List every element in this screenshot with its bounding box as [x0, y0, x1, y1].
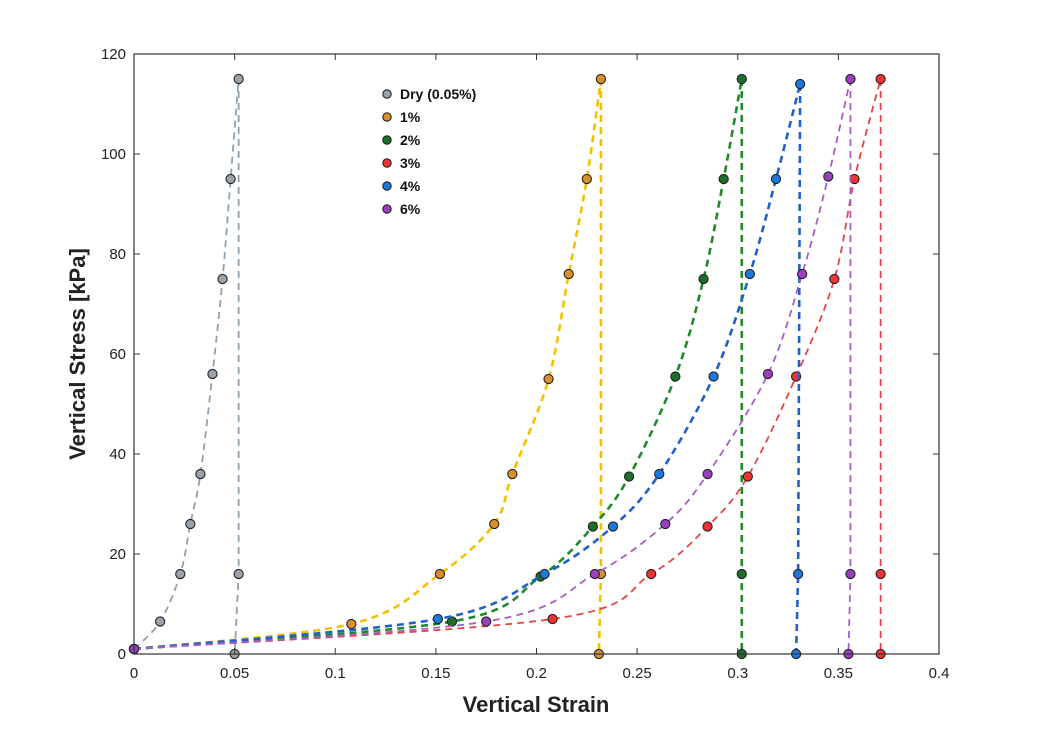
x-tick-label: 0.15 [421, 665, 450, 682]
data-point [762, 368, 774, 380]
data-point [797, 268, 808, 280]
data-point [346, 618, 357, 630]
data-point [539, 568, 550, 580]
data-point [702, 521, 713, 532]
data-point [698, 273, 709, 285]
data-point [481, 616, 492, 627]
data-point [654, 468, 665, 480]
y-tick-label: 60 [109, 346, 126, 363]
data-point [736, 568, 747, 580]
data-point [708, 371, 719, 382]
series-line-unloading [794, 83, 802, 655]
legend: Dry (0.05%) 1% 2% 3% 4% 6% [382, 86, 476, 217]
x-tick-label: 0.4 [929, 665, 950, 682]
legend-label: Dry (0.05%) [400, 86, 476, 102]
data-point [175, 568, 186, 580]
data-point [233, 73, 244, 85]
legend-marker [382, 89, 392, 99]
data-point [823, 171, 834, 182]
data-point [434, 568, 446, 580]
legend-marker [382, 112, 392, 122]
series-0 [128, 73, 244, 660]
series-layer [128, 73, 886, 660]
data-point [875, 568, 886, 580]
x-tick-label: 0.35 [824, 665, 853, 682]
x-tick-label: 0.25 [623, 665, 652, 682]
data-point [207, 368, 218, 380]
legend-marker [382, 158, 392, 168]
x-tick-label: 0.3 [727, 665, 748, 682]
data-point [736, 73, 747, 85]
x-tick-label: 0.05 [220, 665, 249, 682]
data-point [702, 468, 713, 480]
data-point [742, 471, 753, 482]
legend-marker [382, 204, 392, 214]
data-point [792, 568, 804, 580]
series-line-loading [133, 78, 852, 650]
y-tick-label: 20 [109, 546, 126, 563]
y-tick-label: 120 [101, 46, 126, 63]
data-point [744, 268, 755, 280]
series-line-loading [133, 78, 240, 650]
series-5 [128, 73, 856, 660]
data-point [155, 616, 166, 627]
data-point [875, 73, 886, 85]
legend-marker [382, 135, 392, 145]
x-tick-label: 0 [130, 665, 138, 682]
y-tick-label: 0 [118, 646, 126, 663]
data-point [587, 521, 598, 532]
data-point [446, 616, 458, 627]
y-tick-label: 40 [109, 446, 126, 463]
data-point [595, 73, 607, 85]
legend-label: 1% [400, 109, 421, 125]
legend-label: 4% [400, 178, 421, 194]
x-axis-title: Vertical Strain [463, 692, 610, 717]
data-point [489, 518, 500, 530]
data-point [646, 568, 657, 580]
data-point [432, 613, 444, 625]
data-point [547, 613, 558, 625]
data-point [217, 273, 228, 285]
data-point [607, 521, 619, 532]
data-point [845, 568, 856, 580]
data-point [794, 78, 806, 90]
legend-marker [382, 181, 392, 191]
y-axis-title: Vertical Stress [kPa] [65, 248, 90, 460]
series-line-loading [133, 83, 802, 651]
data-point [225, 173, 236, 185]
data-point [581, 173, 592, 185]
data-point [195, 468, 206, 480]
x-tick-label: 0.2 [526, 665, 547, 682]
data-point [829, 273, 840, 285]
axes: 0 0.05 0.1 0.15 0.2 0.25 0.3 0.35 0.4 0 20 40 60 80 10… [101, 46, 949, 682]
data-point [623, 471, 635, 482]
data-point [845, 73, 856, 85]
data-point [507, 468, 518, 480]
data-point [660, 518, 671, 530]
legend-label: 3% [400, 155, 421, 171]
data-point [589, 568, 601, 580]
data-point [543, 373, 554, 385]
data-point [185, 518, 196, 530]
legend-label: 6% [400, 201, 421, 217]
legend-label: 2% [400, 132, 421, 148]
y-tick-label: 80 [109, 246, 126, 263]
data-point [770, 173, 782, 185]
x-tick-label: 0.1 [325, 665, 346, 682]
data-point [718, 173, 729, 185]
data-point [563, 268, 574, 280]
data-point [670, 371, 681, 382]
series-line-loading [133, 78, 882, 650]
y-tick-label: 100 [101, 146, 126, 163]
data-point [233, 568, 244, 580]
